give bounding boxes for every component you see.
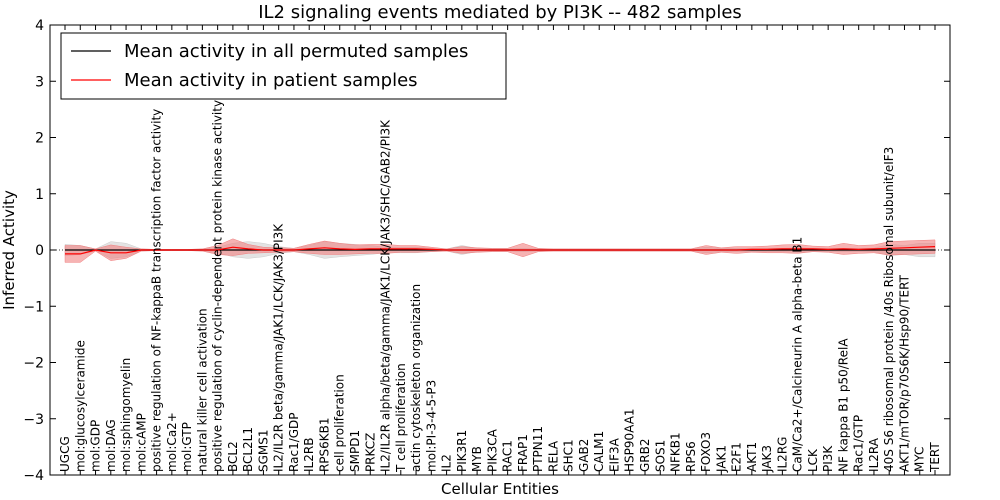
x-tick-label: NF kappa B1 p50/RelA: [836, 338, 850, 472]
x-tick-label: HSP90AA1: [623, 408, 637, 472]
x-tick-label: mol:Ca2+: [165, 412, 179, 472]
chart-title: IL2 signaling events mediated by PI3K --…: [258, 2, 742, 23]
x-tick-label: cell proliferation: [333, 374, 347, 472]
legend-label-patient: Mean activity in patient samples: [124, 70, 418, 91]
x-tick-label: positive regulation of NF-kappaB transcr…: [150, 109, 164, 472]
legend: Mean activity in all permuted samples Me…: [60, 32, 507, 100]
y-tick-label: 4: [35, 18, 44, 34]
x-tick-label: IL2RA: [867, 437, 881, 472]
x-tick-label: Rac1/GDP: [287, 412, 301, 471]
x-axis-label: Cellular Entities: [441, 480, 559, 498]
x-tick-label: T cell proliferation: [394, 363, 408, 473]
x-tick-label: actin cytoskeleton organization: [409, 284, 423, 472]
legend-box: [60, 32, 507, 100]
y-tick-label: 2: [35, 131, 44, 147]
x-tick-label: SOS1: [653, 440, 667, 472]
x-tick-label: 40S S6 ribosomal protein /40s Ribosomal …: [882, 147, 896, 472]
x-tick-label: mol:cAMP: [134, 413, 148, 472]
legend-label-permuted: Mean activity in all permuted samples: [124, 41, 468, 62]
x-tick-label: UGCG: [58, 436, 72, 472]
x-tick-label: FOXO3: [699, 432, 713, 472]
x-tick-label: positive regulation of cyclin-dependent …: [211, 100, 225, 472]
x-tick-label: IL2RB: [302, 438, 316, 472]
x-tick-labels: UGCG mol:glucosylceramide mol:GDP mol:DAG mo…: [58, 100, 942, 473]
y-axis: 4 3 2 1 0 −1 −2 −3 −4: [23, 18, 950, 484]
x-tick-label: PIK3R1: [455, 430, 469, 472]
x-tick-label: PRKCZ: [363, 433, 377, 472]
y-tick-label: 0: [35, 243, 44, 259]
x-tick-label: SMPD1: [348, 430, 362, 472]
x-tick-label: IL2/IL2R alpha/beta/gamma/JAK1/LCK/JAK3/…: [379, 119, 393, 472]
series-lines: [50, 246, 950, 255]
x-tick-label: AKT1/mTOR/p70S6K/Hsp90/TERT: [898, 274, 912, 472]
x-tick-label: IL2RG: [775, 437, 789, 473]
x-tick-label: RPS6: [684, 441, 698, 472]
y-tick-label: −3: [23, 412, 44, 428]
x-tick-label: RAC1: [501, 440, 515, 472]
x-tick-label: RELA: [546, 440, 560, 472]
x-tick-label: JAK1: [714, 445, 728, 473]
x-tick-label: IL2: [440, 454, 454, 472]
x-tick-label: E2F1: [730, 442, 744, 472]
series-line-patient: [65, 246, 936, 255]
x-tick-label: natural killer cell activation: [195, 308, 209, 472]
x-tick-label: GRB2: [638, 438, 652, 472]
x-tick-label: mol:sphingomyelin: [119, 358, 133, 472]
plot-frame: [49, 24, 951, 476]
x-tick-label: PI3K: [821, 445, 835, 472]
x-tick-label: PIK3CA: [485, 428, 499, 472]
y-tick-label: 3: [35, 74, 44, 90]
x-tick-label: MYB: [470, 446, 484, 472]
x-tick-label: GAB2: [577, 439, 591, 472]
x-tick-label: NFKB1: [669, 432, 683, 472]
x-tick-label: Rac1/GTP: [852, 415, 866, 472]
x-tick-label: mol:glucosylceramide: [73, 340, 87, 472]
x-tick-label: mol:PI-3-4-5-P3: [424, 380, 438, 472]
x-tick-label: EIF3A: [608, 437, 622, 472]
x-tick-label: MYC: [913, 447, 927, 472]
x-tick-label: SGMS1: [256, 429, 270, 472]
y-tick-label: −2: [23, 356, 44, 372]
y-tick-label: −4: [23, 468, 44, 484]
x-axis: [64, 25, 936, 475]
x-tick-label: BCL2L1: [241, 427, 255, 472]
x-tick-label: BCL2: [226, 441, 240, 472]
x-tick-label: PTPN11: [531, 426, 545, 472]
x-tick-label: CALM1: [592, 431, 606, 472]
y-axis-label: Inferred Activity: [0, 190, 18, 310]
x-tick-label: FRAP1: [516, 434, 530, 472]
x-tick-label: AKT1: [745, 442, 759, 472]
x-tick-label: mol:DAG: [104, 419, 118, 472]
x-tick-label: CaM/Ca2+/Calcineurin A alpha-beta B1: [791, 237, 805, 472]
x-tick-label: SHC1: [562, 439, 576, 472]
x-tick-label: LCK: [806, 448, 820, 472]
y-tick-label: −1: [23, 299, 44, 315]
y-tick-label: 1: [35, 187, 44, 203]
x-tick-label: IL2/IL2R beta/gamma/JAK1/LCK/JAK3/PI3K: [272, 223, 286, 472]
x-tick-label: mol:GDP: [89, 420, 103, 472]
x-tick-label: TERT: [928, 442, 942, 473]
x-tick-label: JAK3: [760, 445, 774, 473]
x-tick-label: mol:GTP: [180, 422, 194, 472]
x-tick-label: RPS6KB1: [318, 417, 332, 472]
